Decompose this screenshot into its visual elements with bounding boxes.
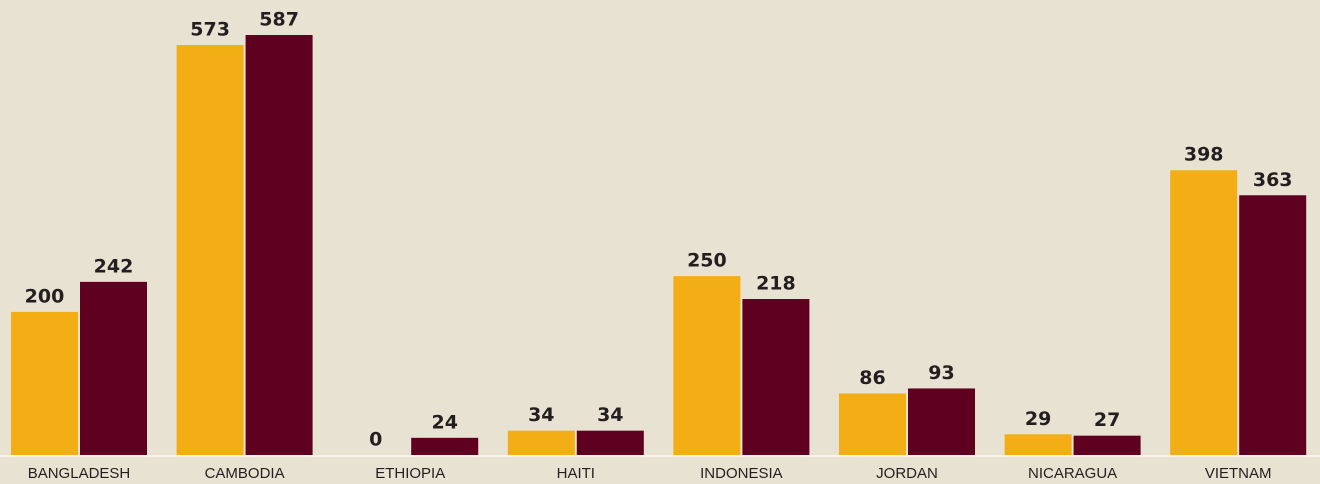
value-label: 200 bbox=[25, 285, 65, 307]
bar bbox=[908, 388, 975, 455]
value-label: 587 bbox=[259, 9, 299, 31]
value-label: 242 bbox=[94, 255, 134, 277]
bar bbox=[507, 430, 575, 455]
bar bbox=[80, 281, 147, 455]
bar bbox=[576, 430, 644, 455]
bar bbox=[176, 45, 244, 456]
x-tick-label: VIETNAM bbox=[1205, 465, 1272, 482]
value-label: 0 bbox=[369, 429, 382, 451]
value-label: 573 bbox=[190, 19, 230, 41]
value-label: 218 bbox=[756, 273, 796, 295]
value-label: 398 bbox=[1184, 144, 1224, 166]
value-label: 34 bbox=[528, 404, 554, 426]
value-label: 93 bbox=[928, 362, 954, 384]
value-label: 86 bbox=[859, 367, 885, 389]
bar bbox=[1004, 434, 1072, 455]
x-tick-label: CAMBODIA bbox=[205, 465, 285, 482]
x-tick-label: JORDAN bbox=[876, 465, 938, 482]
value-label: 250 bbox=[687, 250, 727, 272]
bar bbox=[839, 393, 906, 455]
value-label: 34 bbox=[597, 404, 623, 426]
x-tick-label: INDONESIA bbox=[700, 465, 783, 482]
x-tick-label: BANGLADESH bbox=[28, 465, 131, 482]
bar bbox=[1170, 170, 1238, 455]
value-label: 29 bbox=[1025, 408, 1051, 430]
x-tick-label: ETHIOPIA bbox=[375, 465, 445, 482]
x-tick-label: HAITI bbox=[557, 465, 595, 482]
x-tick-label: NICARAGUA bbox=[1028, 465, 1117, 482]
bar bbox=[11, 311, 78, 455]
bar bbox=[1239, 195, 1307, 455]
bar bbox=[673, 276, 741, 455]
bar bbox=[742, 299, 810, 455]
bar bbox=[245, 35, 313, 455]
value-label: 24 bbox=[431, 411, 457, 433]
value-label: 27 bbox=[1094, 409, 1120, 431]
bar bbox=[411, 437, 479, 455]
bar bbox=[1073, 435, 1141, 455]
value-label: 363 bbox=[1253, 169, 1293, 191]
